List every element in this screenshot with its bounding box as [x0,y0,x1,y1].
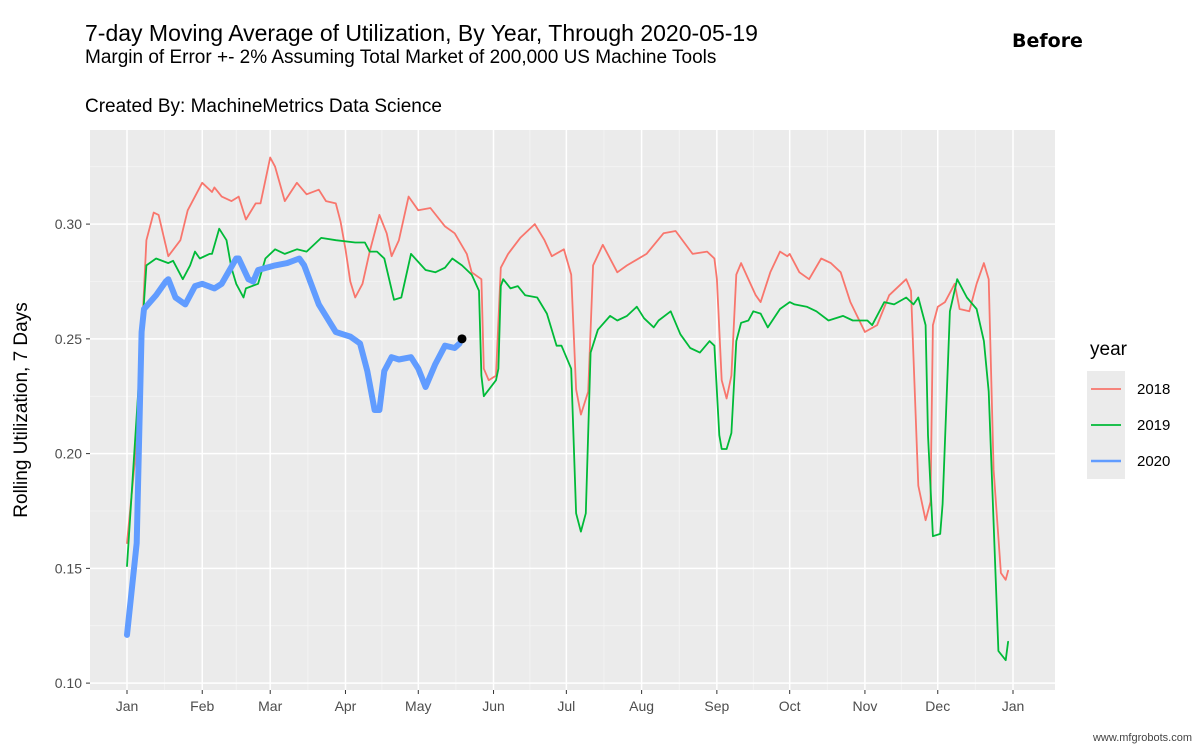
x-tick-label: Oct [779,698,801,714]
chart-caption: Created By: MachineMetrics Data Science [85,96,442,117]
x-tick-label: Feb [190,698,214,714]
legend: year 2018 2019 2020 [1087,339,1170,479]
x-tick-label: Apr [335,698,357,714]
y-tick-label: 0.25 [55,331,82,347]
x-tick-label: Jul [557,698,575,714]
x-tick-label: Nov [852,698,877,714]
legend-label-2020: 2020 [1137,453,1170,470]
before-label: Before [1012,30,1083,52]
watermark: www.mfgrobots.com [1092,732,1192,744]
chart-title: 7-day Moving Average of Utilization, By … [85,20,758,46]
y-tick-label: 0.10 [55,675,82,691]
latest-point-marker [457,334,467,344]
chart-subtitle: Margin of Error +- 2% Assuming Total Mar… [85,47,717,68]
legend-label-2019: 2019 [1137,417,1170,434]
x-tick-label: Mar [258,698,282,714]
x-tick-label: Sep [704,698,729,714]
x-tick-label: Jun [482,698,505,714]
x-tick-label: Dec [925,698,950,714]
x-tick-label: May [405,698,431,714]
series-line-2018 [126,156,1009,581]
x-tick-label: Jan [116,698,139,714]
y-tick-label: 0.20 [55,446,82,462]
legend-label-2018: 2018 [1137,381,1170,398]
y-axis-label: Rolling Utilization, 7 Days [11,302,32,517]
legend-title: year [1090,339,1128,360]
y-tick-label: 0.30 [55,216,82,232]
series-lines [124,156,1009,662]
y-tick-label: 0.15 [55,560,82,576]
gridlines [90,130,1055,690]
axes: Jan Feb Mar Apr May Jun Jul Aug Sep Oct Nov Dec Jan 0… [55,216,1025,714]
series-line-2020 [124,255,463,638]
x-tick-label: Jan [1002,698,1025,714]
x-tick-label: Aug [629,698,654,714]
